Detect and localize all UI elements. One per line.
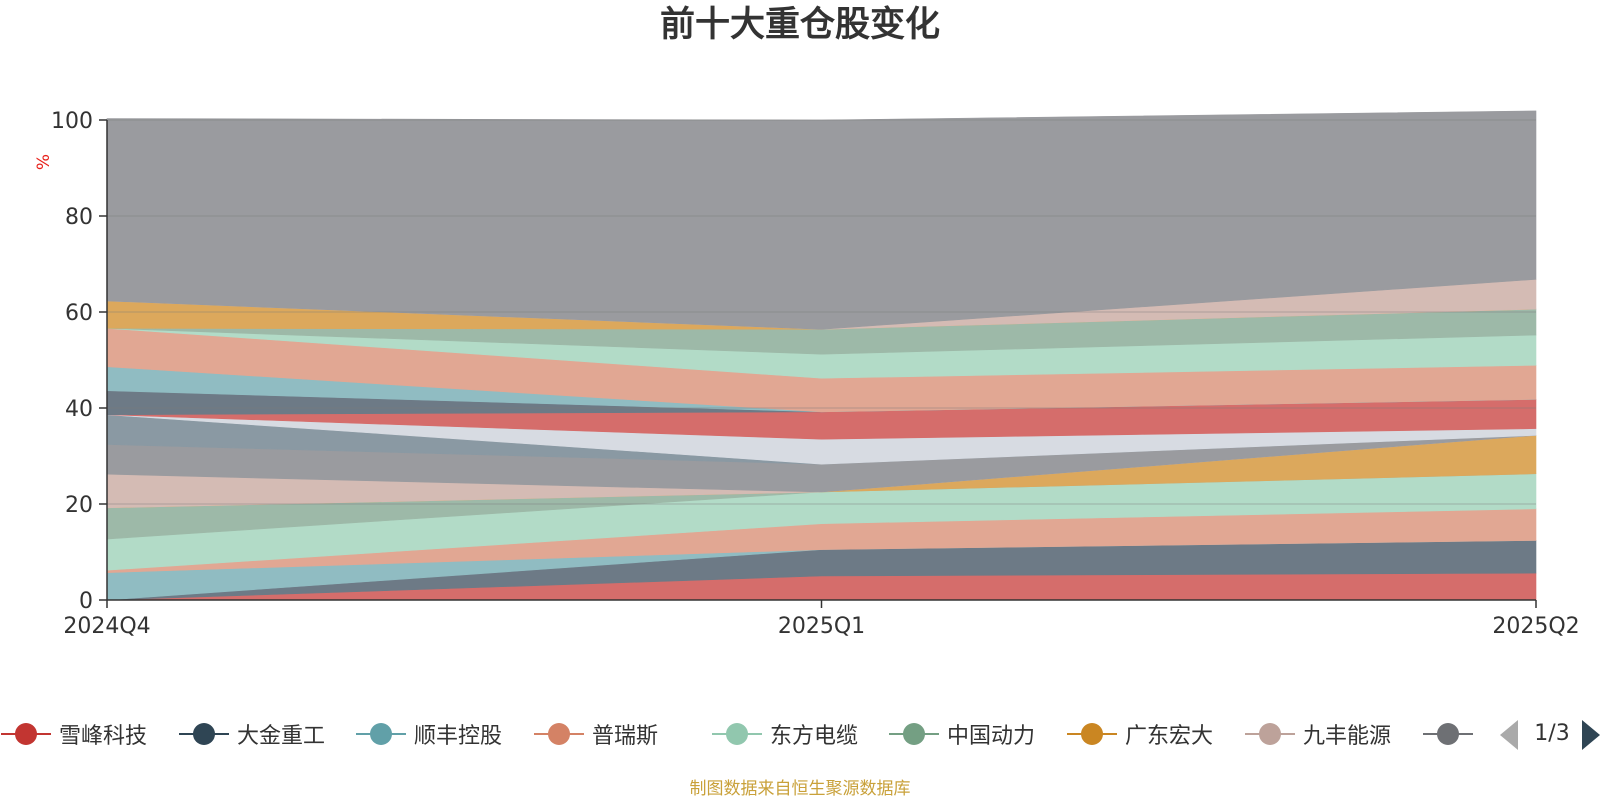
legend-marker-icon [0, 716, 52, 752]
y-tick-label: 0 [79, 589, 93, 614]
legend-label: 东方电缆 [770, 724, 859, 749]
legend-next-arrow-icon[interactable] [1582, 720, 1600, 750]
legend-label: 大金重工 [237, 724, 326, 749]
legend: 雪峰科技 大金重工 顺丰控股 普瑞斯 东方电缆 中国动力 广东宏大 九丰能源 金 [0, 716, 1600, 752]
legend-item[interactable]: 顺丰控股 [355, 716, 502, 752]
y-tick-label: 60 [65, 301, 93, 326]
legend-marker-dot [548, 723, 570, 745]
legend-item[interactable]: 广东宏大 [1066, 716, 1213, 752]
legend-item[interactable]: 普瑞斯 [533, 716, 658, 752]
x-tick-label: 2025Q2 [1492, 614, 1579, 639]
legend-item[interactable]: 雪峰科技 [0, 716, 147, 752]
x-tick-label: 2024Q4 [63, 614, 150, 639]
grid-lines [107, 119, 1536, 505]
legend-marker-dot [1437, 723, 1459, 745]
legend-items: 雪峰科技 大金重工 顺丰控股 普瑞斯 东方电缆 中国动力 广东宏大 九丰能源 金 [0, 716, 1478, 752]
legend-item[interactable]: 金 [1422, 716, 1478, 752]
legend-marker-dot [370, 723, 392, 745]
legend-label: 广东宏大 [1125, 724, 1214, 749]
y-tick-label: 80 [65, 205, 93, 230]
legend-marker-icon [533, 716, 585, 752]
y-axis-label: % [34, 154, 54, 170]
y-tick-label: 20 [65, 493, 93, 518]
legend-marker-dot [193, 723, 215, 745]
legend-label: 中国动力 [947, 724, 1036, 749]
chart-title: 前十大重仓股变化 [659, 5, 940, 45]
y-tick-label: 100 [51, 109, 93, 134]
legend-marker-icon [1422, 716, 1474, 752]
legend-marker-dot [1259, 723, 1281, 745]
x-tick-label: 2025Q1 [778, 614, 865, 639]
legend-marker-dot [15, 723, 37, 745]
legend-marker-icon [888, 716, 940, 752]
legend-item[interactable]: 九丰能源 [1244, 716, 1391, 752]
legend-item[interactable]: 东方电缆 [711, 716, 858, 752]
legend-marker-dot [726, 723, 748, 745]
legend-marker-icon [355, 716, 407, 752]
legend-label: 九丰能源 [1303, 724, 1392, 749]
legend-pager: 1/3 [1500, 716, 1600, 752]
legend-prev-arrow-icon[interactable] [1500, 720, 1518, 750]
legend-marker-dot [1081, 723, 1103, 745]
legend-label: 顺丰控股 [414, 724, 503, 749]
legend-label: 雪峰科技 [59, 724, 148, 749]
legend-label: 普瑞斯 [592, 724, 659, 749]
legend-item[interactable]: 中国动力 [888, 716, 1035, 752]
legend-marker-icon [178, 716, 230, 752]
area-series-group [106, 110, 1537, 601]
source-note: 制图数据来自恒生聚源数据库 [689, 779, 911, 799]
legend-marker-icon [1244, 716, 1296, 752]
y-tick-label: 40 [65, 397, 93, 422]
legend-marker-icon [1066, 716, 1118, 752]
legend-marker-icon [711, 716, 763, 752]
legend-page-indicator: 1/3 [1534, 721, 1570, 746]
legend-marker-dot [903, 723, 925, 745]
axes: 0 20 40 60 80 100 2024Q4 2025Q1 2025Q2 [51, 109, 1580, 639]
legend-item[interactable]: 大金重工 [178, 716, 325, 752]
chart-svg: 0 20 40 60 80 100 2024Q4 2025Q1 2025Q2 % [34, 109, 1580, 639]
